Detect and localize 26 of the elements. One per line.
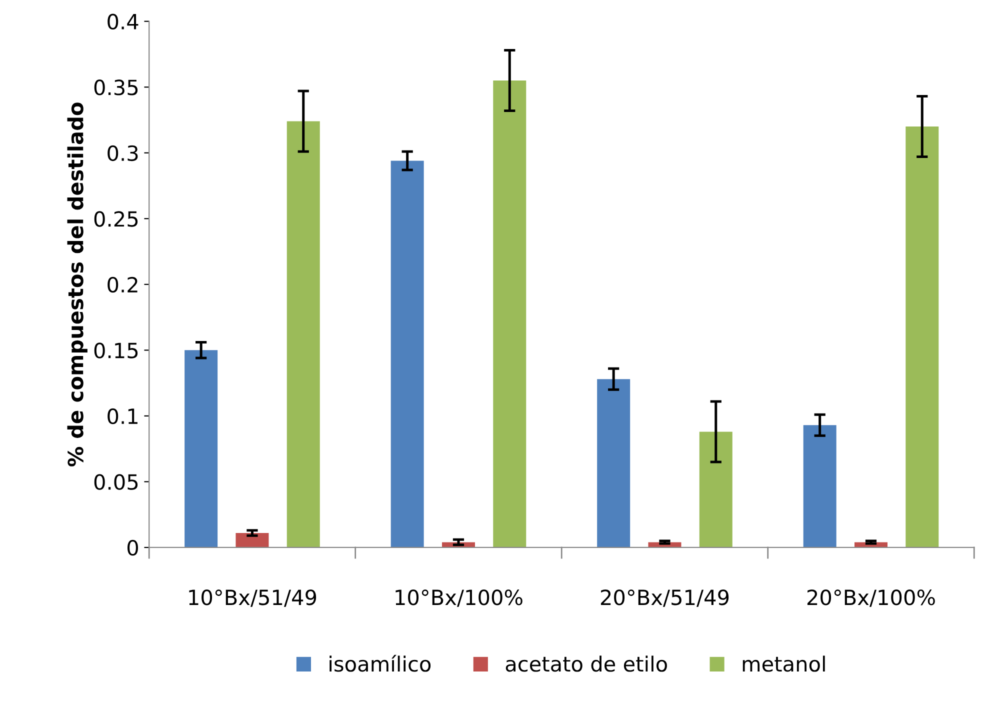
legend-label: acetato de etilo: [506, 656, 667, 672]
y-tick-label: 0.2: [108, 276, 138, 293]
y-tick-label: 0.35: [94, 80, 138, 96]
y-tick-label: 0.15: [94, 342, 138, 358]
bar: [286, 121, 320, 548]
y-tick-label: 0: [127, 540, 138, 556]
x-tick-label: 20°Bx/100%: [807, 590, 935, 607]
bar: [803, 425, 836, 548]
y-axis-title: % de compuestos del destilado: [67, 102, 88, 466]
legend-label: metanol: [742, 656, 825, 672]
bar: [390, 160, 424, 548]
x-tick-label: 20°Bx/51/49: [600, 590, 729, 607]
bar: [597, 379, 630, 548]
y-tick-label: 0.1: [108, 408, 138, 424]
x-tick-label: 10°Bx/51/49: [189, 590, 316, 607]
bar: [699, 432, 732, 548]
y-tick-label: 0.3: [108, 145, 138, 162]
x-tick-label: 10°Bx/100%: [396, 590, 522, 607]
y-tick-label: 0.25: [94, 211, 138, 227]
bar: [493, 80, 526, 548]
y-tick-label: 0.4: [108, 14, 138, 30]
bar: [236, 533, 269, 548]
y-tick-label: 0.05: [94, 474, 138, 490]
bar: [184, 350, 218, 548]
bar: [906, 126, 939, 548]
legend-label: isoamílico: [330, 654, 431, 672]
